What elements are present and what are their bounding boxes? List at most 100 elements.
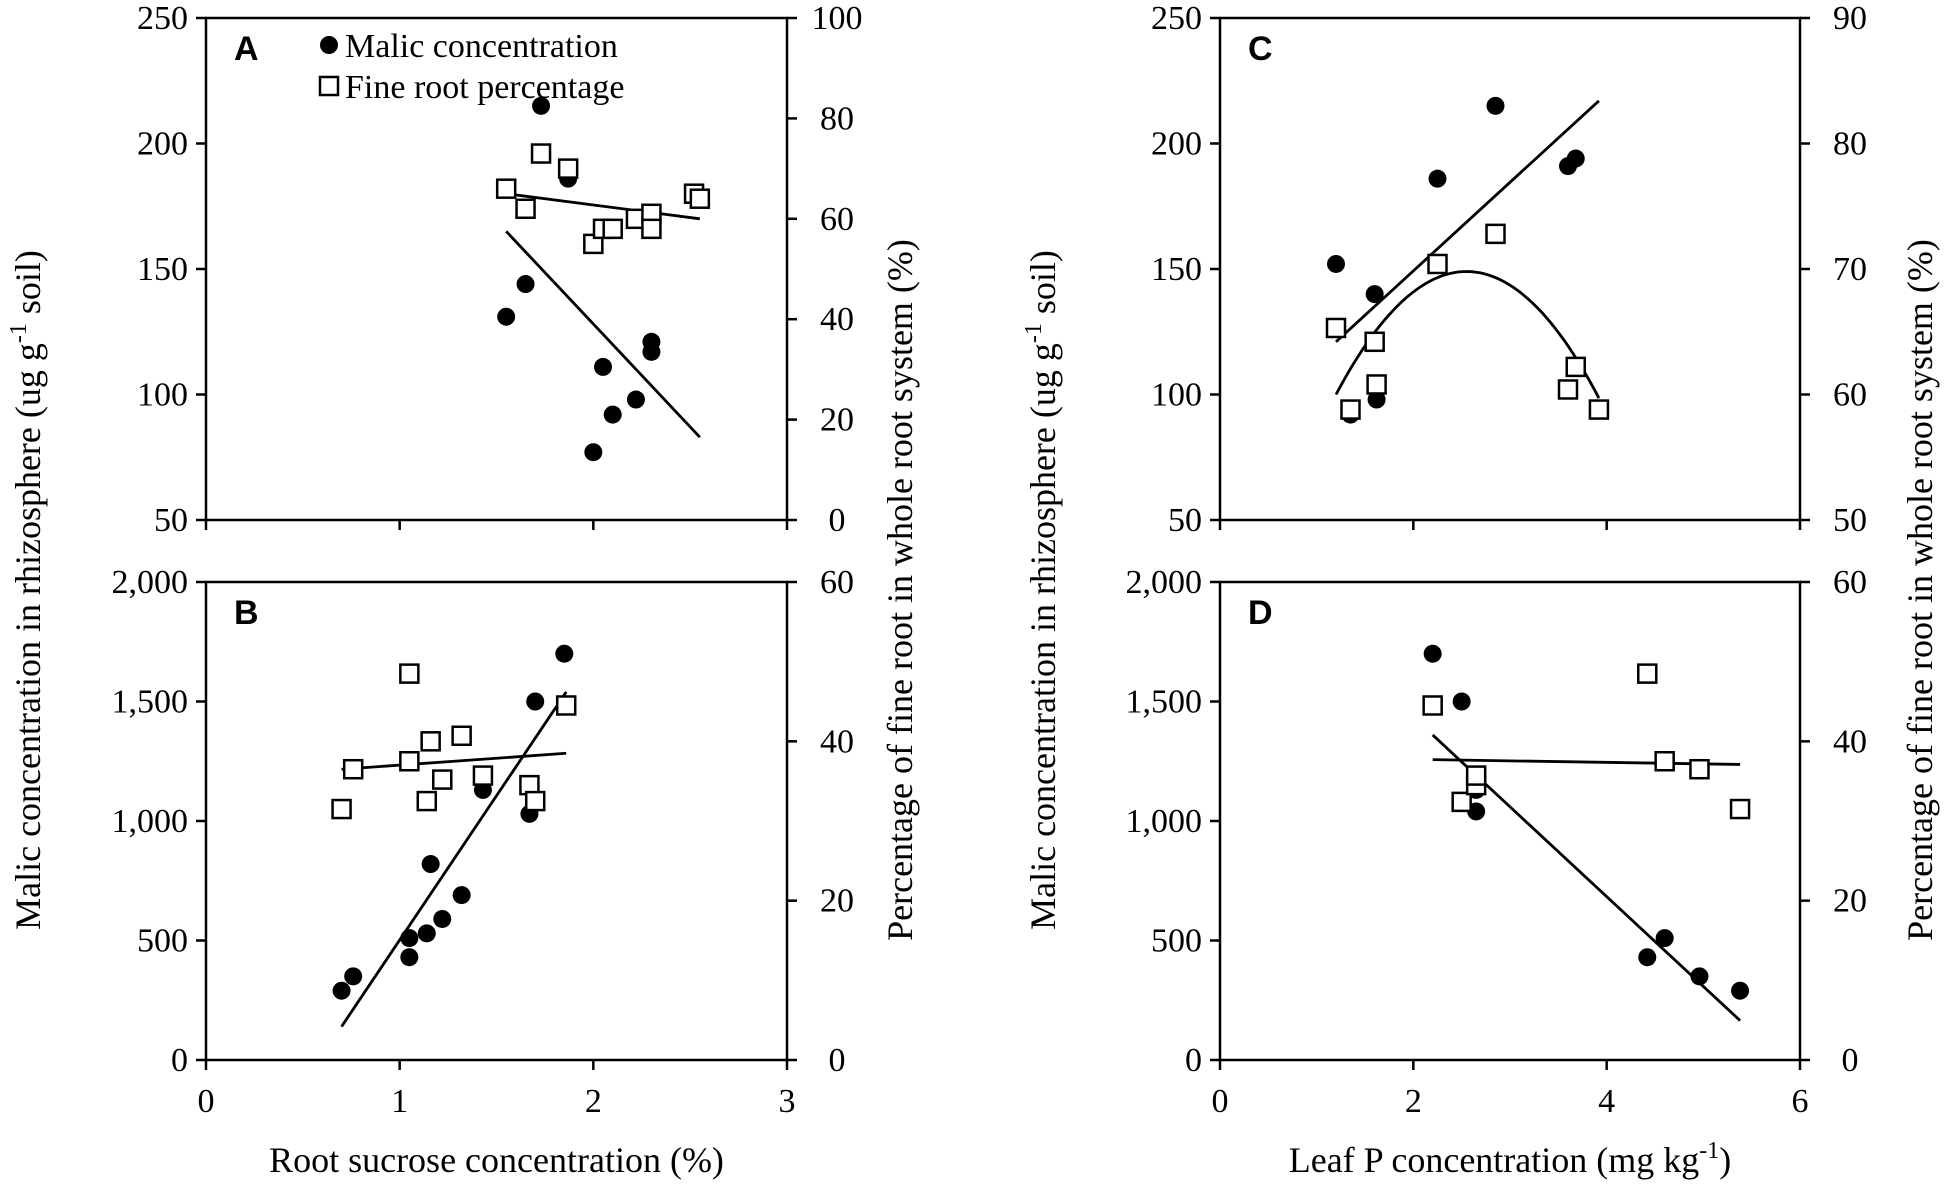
right-y-axis-label-2: Percentage of fine root in whole root sy… [1900,239,1940,941]
panel-c: C 50 100 150 200 250 50 60 70 80 90 [1151,0,1867,539]
right-tick-label: 20 [820,883,854,920]
left-tick-label: 0 [1185,1042,1202,1079]
fine-root-point [399,751,420,772]
malic-point [400,929,419,948]
malic-point [400,948,419,967]
fine-root-point [1325,317,1347,339]
x-axis-label: Leaf P concentration (mg kg-1) [1289,1138,1732,1180]
plot-frame [1218,580,1802,1062]
right-y-axis-label-1: Percentage of fine root in whole root sy… [880,239,920,941]
left-tick-label: 150 [1151,251,1202,288]
fine-root-point [1465,765,1487,786]
left-tick-label: 500 [137,923,188,960]
fine-root-point [530,143,552,164]
trend-line-right [506,192,701,221]
malic-point [555,644,574,663]
fine-root-point [342,758,364,780]
right-tick-label: 70 [1833,251,1867,288]
fine-root-point [515,198,536,220]
trend-line-right [341,751,567,771]
malic-point [452,886,471,905]
fine-root-point [1588,399,1610,420]
fine-root-point [689,188,711,209]
fine-root-point [1451,791,1472,813]
panel-label: D [1248,594,1273,632]
malic-point [1367,390,1386,409]
legend-label-fine-root: Fine root percentage [345,69,624,106]
left-tick-label: 50 [1168,502,1202,539]
left-tick-label: 200 [137,126,188,163]
fine-root-point [1366,374,1387,395]
left-tick-label: 1,000 [1126,803,1203,840]
fine-root-point [1565,356,1586,378]
fine-root-point [432,769,453,790]
left-tick-label: 250 [137,0,188,37]
legend: Malic concentration Fine root percentage [318,28,624,106]
x-axis-label: Root sucrose concentration (%) [269,1140,724,1180]
x-tick-label: 4 [1598,1083,1615,1120]
fine-root-point [495,178,517,199]
malic-point [626,390,645,409]
right-tick-label: 50 [1833,502,1867,539]
fine-root-point [331,798,352,820]
panel-label: A [234,30,259,68]
panel-label: B [234,594,259,632]
fine-root-point [641,218,662,240]
right-tick-label: 100 [812,0,863,37]
malic-point [1327,254,1345,273]
x-tick-label: 6 [1792,1083,1809,1120]
malic-point [594,357,613,376]
trend-line-left [340,691,568,1028]
malic-point [497,307,516,326]
panel-b: B 0 500 1,000 1,500 2,000 0 20 40 60 0 1 2 3 Root sucr… [112,564,855,1180]
x-tick-label: 2 [1405,1083,1422,1120]
malic-point [584,443,603,462]
fine-root-point [1689,758,1710,780]
trend-line-right [1432,758,1741,766]
trend-line-left [505,230,701,439]
malic-point [642,342,661,361]
legend-square-marker [318,75,340,97]
fine-root-point [472,765,494,786]
panel-label: C [1248,30,1273,68]
left-tick-label: 2,000 [1126,564,1203,601]
fine-root-point [416,790,438,812]
fine-root-point [1340,399,1361,420]
malic-point [1365,285,1384,304]
malic-point [603,405,622,424]
left-y-axis-label-1: Malic concentration in rhizosphere (ug g… [6,250,48,930]
x-tick-label: 1 [391,1083,408,1120]
fine-root-point [1364,331,1385,353]
left-tick-label: 150 [137,251,188,288]
left-tick-label: 250 [1151,0,1202,37]
malic-point [1638,948,1657,967]
malic-point [1566,149,1585,168]
right-tick-label: 20 [1833,883,1867,920]
malic-point [1423,644,1442,663]
malic-point [332,981,351,1000]
malic-point [1428,169,1447,188]
left-tick-label: 200 [1151,126,1202,163]
right-tick-label: 80 [820,100,854,137]
legend-label-malic: Malic concentration [345,28,618,65]
malic-point [433,909,452,928]
fine-root-point [1654,751,1675,772]
left-tick-label: 1,500 [112,684,189,721]
panel-d: D 0 500 1,000 1,500 2,000 0 20 40 60 0 2 4 6 Leaf P co… [1126,564,1868,1180]
malic-point [421,855,440,874]
left-tick-label: 50 [154,502,188,539]
fine-root-point [399,663,420,684]
right-tick-label: 40 [820,301,854,338]
right-tick-label: 40 [820,723,854,760]
right-tick-label: 60 [1833,377,1867,414]
malic-point [1452,692,1471,711]
fine-root-point [420,731,441,752]
fine-root-point [557,158,579,179]
legend-dot-marker [320,36,338,54]
fine-root-point [602,218,623,240]
right-tick-label: 0 [829,1042,846,1079]
fine-root-point [555,695,577,716]
malic-point [1731,981,1750,1000]
trend-line-left [1335,99,1600,343]
fine-root-point [1485,223,1506,245]
